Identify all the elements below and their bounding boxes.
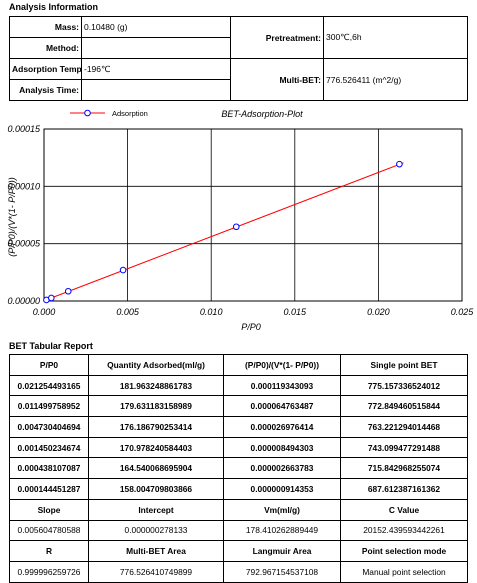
table-row: 0.011499758952 179.631183158989 0.000064… <box>9 395 468 418</box>
langmuir-area-header: Langmuir Area <box>223 540 341 562</box>
multi-bet-value: 776.526411 (m^2/g) <box>323 58 468 101</box>
x-tick-label: 0.010 <box>200 307 223 317</box>
multi-bet-area-value: 776.526410749899 <box>88 560 224 583</box>
c-value-header: C Value <box>340 498 468 521</box>
x-tick-label: 0.005 <box>116 307 140 317</box>
fit-line <box>43 162 404 302</box>
cell: 743.099477291488 <box>340 436 468 459</box>
data-point <box>396 160 403 168</box>
y-tick-label: 0.00005 <box>7 239 41 249</box>
cell: 0.000064763487 <box>223 395 341 418</box>
r-header: R <box>9 540 89 562</box>
point-selection-header: Point selection mode <box>340 540 468 562</box>
method-label: Method: <box>9 37 82 59</box>
vm-value: 178.410262889449 <box>223 519 341 542</box>
cell: 715.842968255074 <box>340 457 468 480</box>
y-tick-labels: 0.00000 0.00005 0.00010 0.00015 <box>7 124 41 306</box>
cell: 170.978240584403 <box>88 436 224 459</box>
cell: 181.963248861783 <box>88 374 224 397</box>
col-header: P/P0 <box>9 354 89 376</box>
col-header: Single point BET <box>340 354 468 376</box>
table-row: 0.001450234674 170.978240584403 0.000008… <box>9 436 468 459</box>
vm-header: Vm(ml/g) <box>223 498 341 521</box>
analysis-info-table: Mass: 0.10480 (g) Pretreatment: 300℃,6h … <box>9 16 468 101</box>
y-tick-label: 0.00015 <box>7 124 41 134</box>
cell: 0.004730404694 <box>9 416 89 438</box>
analysis-time-label: Analysis Time: <box>9 79 82 101</box>
chart-grid <box>44 129 462 301</box>
method-value <box>81 37 231 59</box>
cell: 0.000144451287 <box>9 478 89 500</box>
stats-header-row: Slope Intercept Vm(ml/g) C Value <box>9 498 468 521</box>
data-point <box>232 223 240 231</box>
cell: 0.001450234674 <box>9 436 89 459</box>
plot-frame <box>43 128 463 302</box>
x-tick-label: 0.000 <box>33 307 56 317</box>
x-tick-labels: 0.000 0.005 0.010 0.015 0.020 0.025 <box>33 307 475 317</box>
x-tick-label: 0.015 <box>284 307 308 317</box>
x-tick-label: 0.025 <box>451 307 475 317</box>
cell: 0.000008494303 <box>223 436 341 459</box>
table-row: 0.021254493165 181.963248861783 0.000119… <box>9 374 468 397</box>
col-header: Quantity Adsorbed(ml/g) <box>88 354 224 376</box>
adsorption-temp-label: Adsorption Temp.: <box>9 58 82 80</box>
intercept-header: Intercept <box>88 498 224 521</box>
bet-table-heading: BET Tabular Report <box>9 341 93 351</box>
intercept-value: 0.000000278133 <box>88 519 224 542</box>
cell: 0.000438107087 <box>9 457 89 480</box>
x-tick-label: 0.020 <box>367 307 390 317</box>
cell: 164.540068695904 <box>88 457 224 480</box>
analysis-time-value <box>81 79 231 101</box>
mass-value: 0.10480 (g) <box>81 16 231 38</box>
r-value: 0.999996259726 <box>9 560 89 583</box>
stats-value-row: 0.005604780588 0.000000278133 178.410262… <box>9 519 468 542</box>
legend-marker <box>84 109 91 117</box>
c-value: 20152.439593442261 <box>340 519 468 542</box>
stats-value-row: 0.999996259726 776.526410749899 792.9671… <box>9 560 468 583</box>
bet-header-row: P/P0 Quantity Adsorbed(ml/g) (P/P0)/(V*(… <box>9 354 468 376</box>
table-row: 0.004730404694 176.186790253414 0.000026… <box>9 416 468 438</box>
stats-header-row: R Multi-BET Area Langmuir Area Point sel… <box>9 540 468 562</box>
cell: 0.011499758952 <box>9 395 89 418</box>
cell: 763.221294014468 <box>340 416 468 438</box>
cell: 687.612387161362 <box>340 478 468 500</box>
chart-title: BET-Adsorption-Plot <box>221 109 303 119</box>
cell: 158.004709803866 <box>88 478 224 500</box>
cell: 0.000002663783 <box>223 457 341 480</box>
adsorption-temp-value: -196℃ <box>81 58 231 80</box>
langmuir-area-value: 792.967154537108 <box>223 560 341 583</box>
x-axis-label: P/P0 <box>241 322 261 332</box>
multi-bet-label: Multi-BET: <box>230 58 324 101</box>
cell: 0.000119343093 <box>223 374 341 397</box>
point-selection-value: Manual point selection <box>340 560 468 583</box>
slope-header: Slope <box>9 498 89 521</box>
cell: 0.021254493165 <box>9 374 89 397</box>
pretreatment-value: 300℃,6h <box>323 16 468 59</box>
bet-tabular-report: P/P0 Quantity Adsorbed(ml/g) (P/P0)/(V*(… <box>9 354 468 583</box>
cell: 772.849460515844 <box>340 395 468 418</box>
analysis-heading: Analysis Information <box>9 2 99 12</box>
data-point <box>64 287 72 295</box>
mass-label: Mass: <box>9 16 82 38</box>
data-points <box>43 160 403 304</box>
cell: 0.000026976414 <box>223 416 341 438</box>
y-axis-label: (P/P0)/(V*(1- P/P0)) <box>7 177 17 257</box>
slope-value: 0.005604780588 <box>9 519 89 542</box>
table-row: 0.000438107087 164.540068695904 0.000002… <box>9 457 468 480</box>
cell: 775.157336524012 <box>340 374 468 397</box>
table-row: 0.000144451287 158.004709803866 0.000000… <box>9 478 468 500</box>
legend-label: Adsorption <box>112 109 148 118</box>
data-point <box>119 266 127 274</box>
cell: 176.186790253414 <box>88 416 224 438</box>
data-point <box>48 294 55 302</box>
y-tick-label: 0.00010 <box>7 181 40 191</box>
col-header: (P/P0)/(V*(1- P/P0)) <box>223 354 341 376</box>
y-tick-label: 0.00000 <box>7 296 40 306</box>
pretreatment-label: Pretreatment: <box>230 16 324 59</box>
cell: 179.631183158989 <box>88 395 224 418</box>
multi-bet-area-header: Multi-BET Area <box>88 540 224 562</box>
cell: 0.000000914353 <box>223 478 341 500</box>
bet-adsorption-chart: 0.000 0.005 0.010 0.015 0.020 0.025 0.000000.… <box>7 109 475 332</box>
